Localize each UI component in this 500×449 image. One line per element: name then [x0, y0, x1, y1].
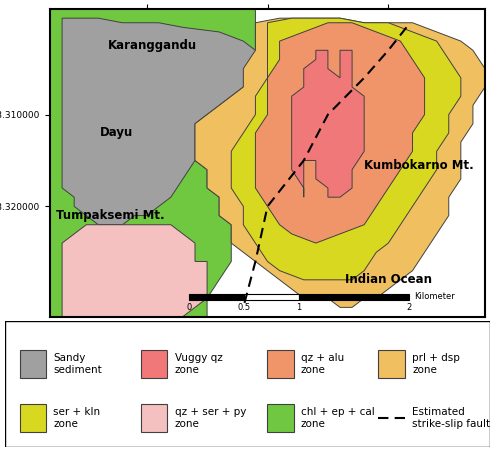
Polygon shape: [50, 9, 256, 317]
Text: prl + dsp
zone: prl + dsp zone: [412, 353, 461, 374]
Bar: [20, 404, 46, 431]
Bar: [299, 294, 409, 300]
Polygon shape: [195, 18, 485, 308]
Text: 0: 0: [186, 303, 192, 312]
Text: Estimated
strike-slip fault: Estimated strike-slip fault: [412, 407, 490, 429]
Bar: [267, 350, 293, 378]
Text: Karanggandu: Karanggandu: [108, 39, 198, 52]
Text: qz + ser + py
zone: qz + ser + py zone: [175, 407, 246, 429]
Text: chl + ep + cal
zone: chl + ep + cal zone: [301, 407, 374, 429]
Polygon shape: [62, 225, 207, 317]
Bar: [20, 350, 46, 378]
Text: Tumpaksemi Mt.: Tumpaksemi Mt.: [56, 209, 164, 222]
Text: 2: 2: [406, 303, 412, 312]
Text: qz + alu
zone: qz + alu zone: [301, 353, 344, 374]
Text: Vuggy qz
zone: Vuggy qz zone: [175, 353, 222, 374]
Bar: [378, 350, 405, 378]
Bar: [267, 404, 293, 431]
Bar: [141, 404, 168, 431]
Polygon shape: [292, 50, 364, 197]
Bar: [244, 294, 299, 300]
Text: ser + kln
zone: ser + kln zone: [54, 407, 100, 429]
Polygon shape: [232, 18, 461, 280]
Bar: [189, 294, 244, 300]
Text: Kilometer: Kilometer: [414, 292, 455, 301]
Polygon shape: [256, 23, 424, 243]
Text: 0.5: 0.5: [238, 303, 250, 312]
Text: 1: 1: [296, 303, 302, 312]
Text: Sandy
sediment: Sandy sediment: [54, 353, 102, 374]
Polygon shape: [62, 18, 256, 225]
Text: Kumbokarno Mt.: Kumbokarno Mt.: [364, 158, 474, 172]
Text: Indian Ocean: Indian Ocean: [345, 273, 432, 286]
Bar: [141, 350, 168, 378]
Text: Dayu: Dayu: [100, 127, 133, 140]
